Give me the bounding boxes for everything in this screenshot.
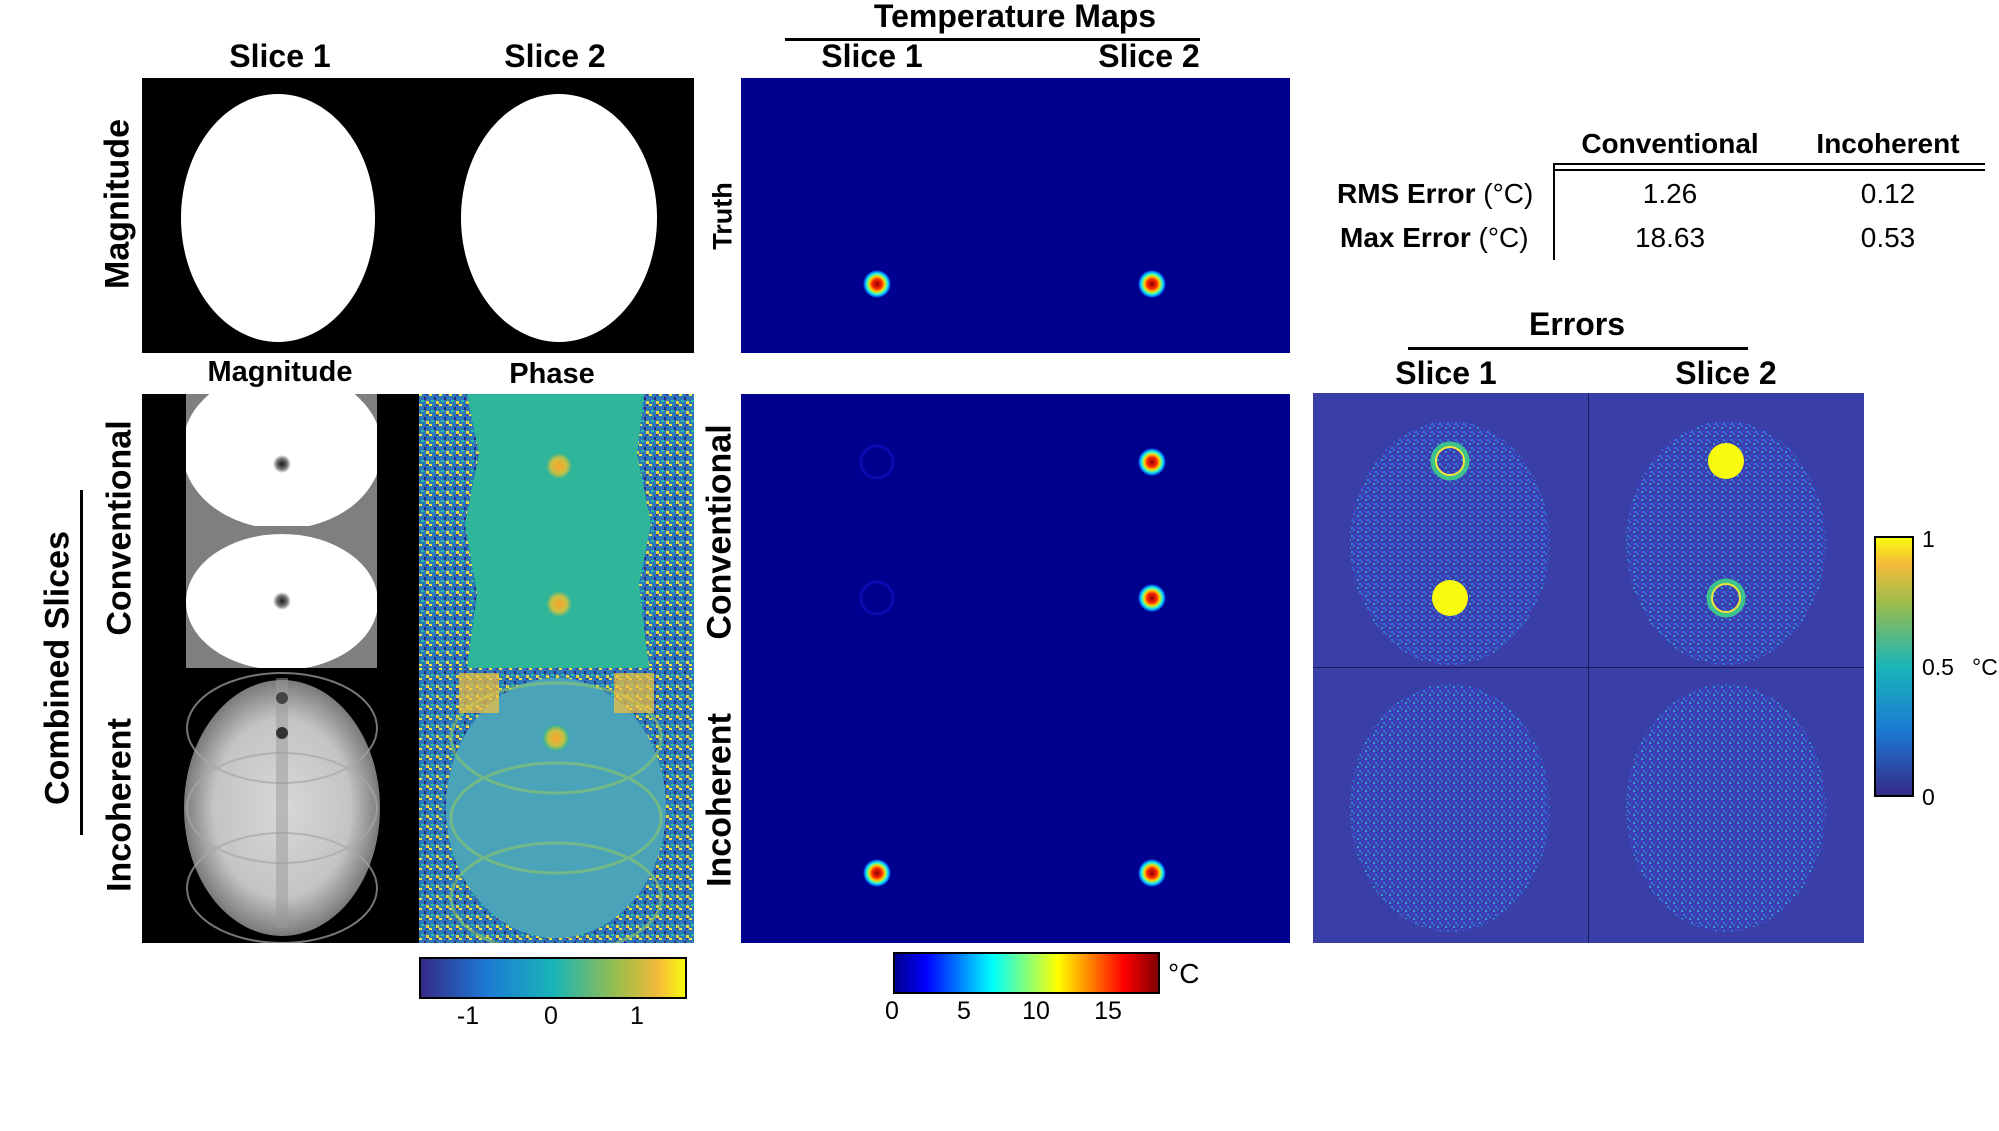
errors-colorbar-tick: 1 [1922,526,1935,552]
temperature-colorbar-unit: °C [1168,958,1200,989]
magnitude-slice2-image [419,78,694,353]
error-table-cell: 18.63 [1634,222,1706,253]
phase-colorbar-tick: 1 [630,1002,644,1030]
errors-slice1-header: Slice 1 [1395,355,1497,391]
temperature-colorbar-tick: 15 [1094,997,1122,1025]
errors-colorbar [1874,536,1914,797]
conventional-phase-image [419,394,694,668]
errors-slice2-header: Slice 2 [1675,355,1777,391]
error-table-cell: 1.26 [1642,178,1698,209]
errors-title: Errors [1528,306,1626,342]
combined-conventional-label: Conventional [100,420,139,636]
temperature-colorbar-tick: 5 [957,997,971,1025]
error-table-vrule [1553,163,1555,260]
combined-slices-label: Combined Slices [38,531,77,805]
error-table-cell: 0.53 [1860,222,1916,253]
phase-colorbar-tick: 0 [544,1002,558,1030]
magnitude-slice1-image [142,78,419,353]
error-table-row-label: RMS Error (°C) [1337,178,1534,209]
errors-colorbar-tick: 0 [1922,784,1935,810]
slice2-header: Slice 2 [504,38,606,74]
temp-incoherent-label: Incoherent [700,713,739,887]
temp-conventional-slice2 [1015,394,1290,669]
errors-colorbar-tick: 0.5 [1922,654,1954,680]
temperature-colorbar [893,952,1160,994]
error-table-header-incoherent: Incoherent [1816,128,1960,159]
error-table-cell: 0.12 [1860,178,1916,209]
errors-conventional-slice1 [1313,393,1589,668]
temp-incoherent-slice2 [1015,668,1290,943]
slice1-header: Slice 1 [229,38,331,74]
errors-title-underline [1408,347,1748,350]
combined-incoherent-label: Incoherent [100,718,139,892]
errors-conventional-slice2 [1589,393,1864,668]
phase-colorbar [419,957,687,999]
temperature-title-underline [785,38,1200,41]
temp-truth-slice1 [741,78,1016,353]
errors-colorbar-unit: °C [1972,654,1998,680]
error-table-row-label: Max Error (°C) [1340,222,1529,253]
phase-colorbar-tick: -1 [456,1002,480,1030]
temp-conventional-label: Conventional [700,424,739,640]
combined-magnitude-header: Magnitude [207,356,353,388]
errors-incoherent-slice2 [1589,668,1864,943]
temp-slice1-header: Slice 1 [821,38,923,74]
temperature-colorbar-tick: 10 [1022,997,1050,1025]
incoherent-magnitude-image [142,668,419,943]
error-table-rule [1555,169,1985,171]
temp-truth-label: Truth [707,182,738,250]
temp-truth-slice2 [1015,78,1290,353]
conventional-magnitude-image [142,394,419,668]
errors-incoherent-slice1 [1313,668,1589,943]
incoherent-phase-image [419,668,694,943]
temperature-colorbar-tick: 0 [885,997,899,1025]
temp-slice2-header: Slice 2 [1098,38,1200,74]
combined-slices-divider [80,490,83,835]
temp-incoherent-slice1 [741,668,1016,943]
temperature-maps-title: Temperature Maps [873,0,1157,34]
combined-phase-header: Phase [509,358,595,390]
magnitude-row-label: Magnitude [98,119,137,289]
temp-conventional-slice1 [741,394,1016,669]
error-table-rule [1555,163,1985,165]
error-table-header-conventional: Conventional [1581,128,1759,159]
